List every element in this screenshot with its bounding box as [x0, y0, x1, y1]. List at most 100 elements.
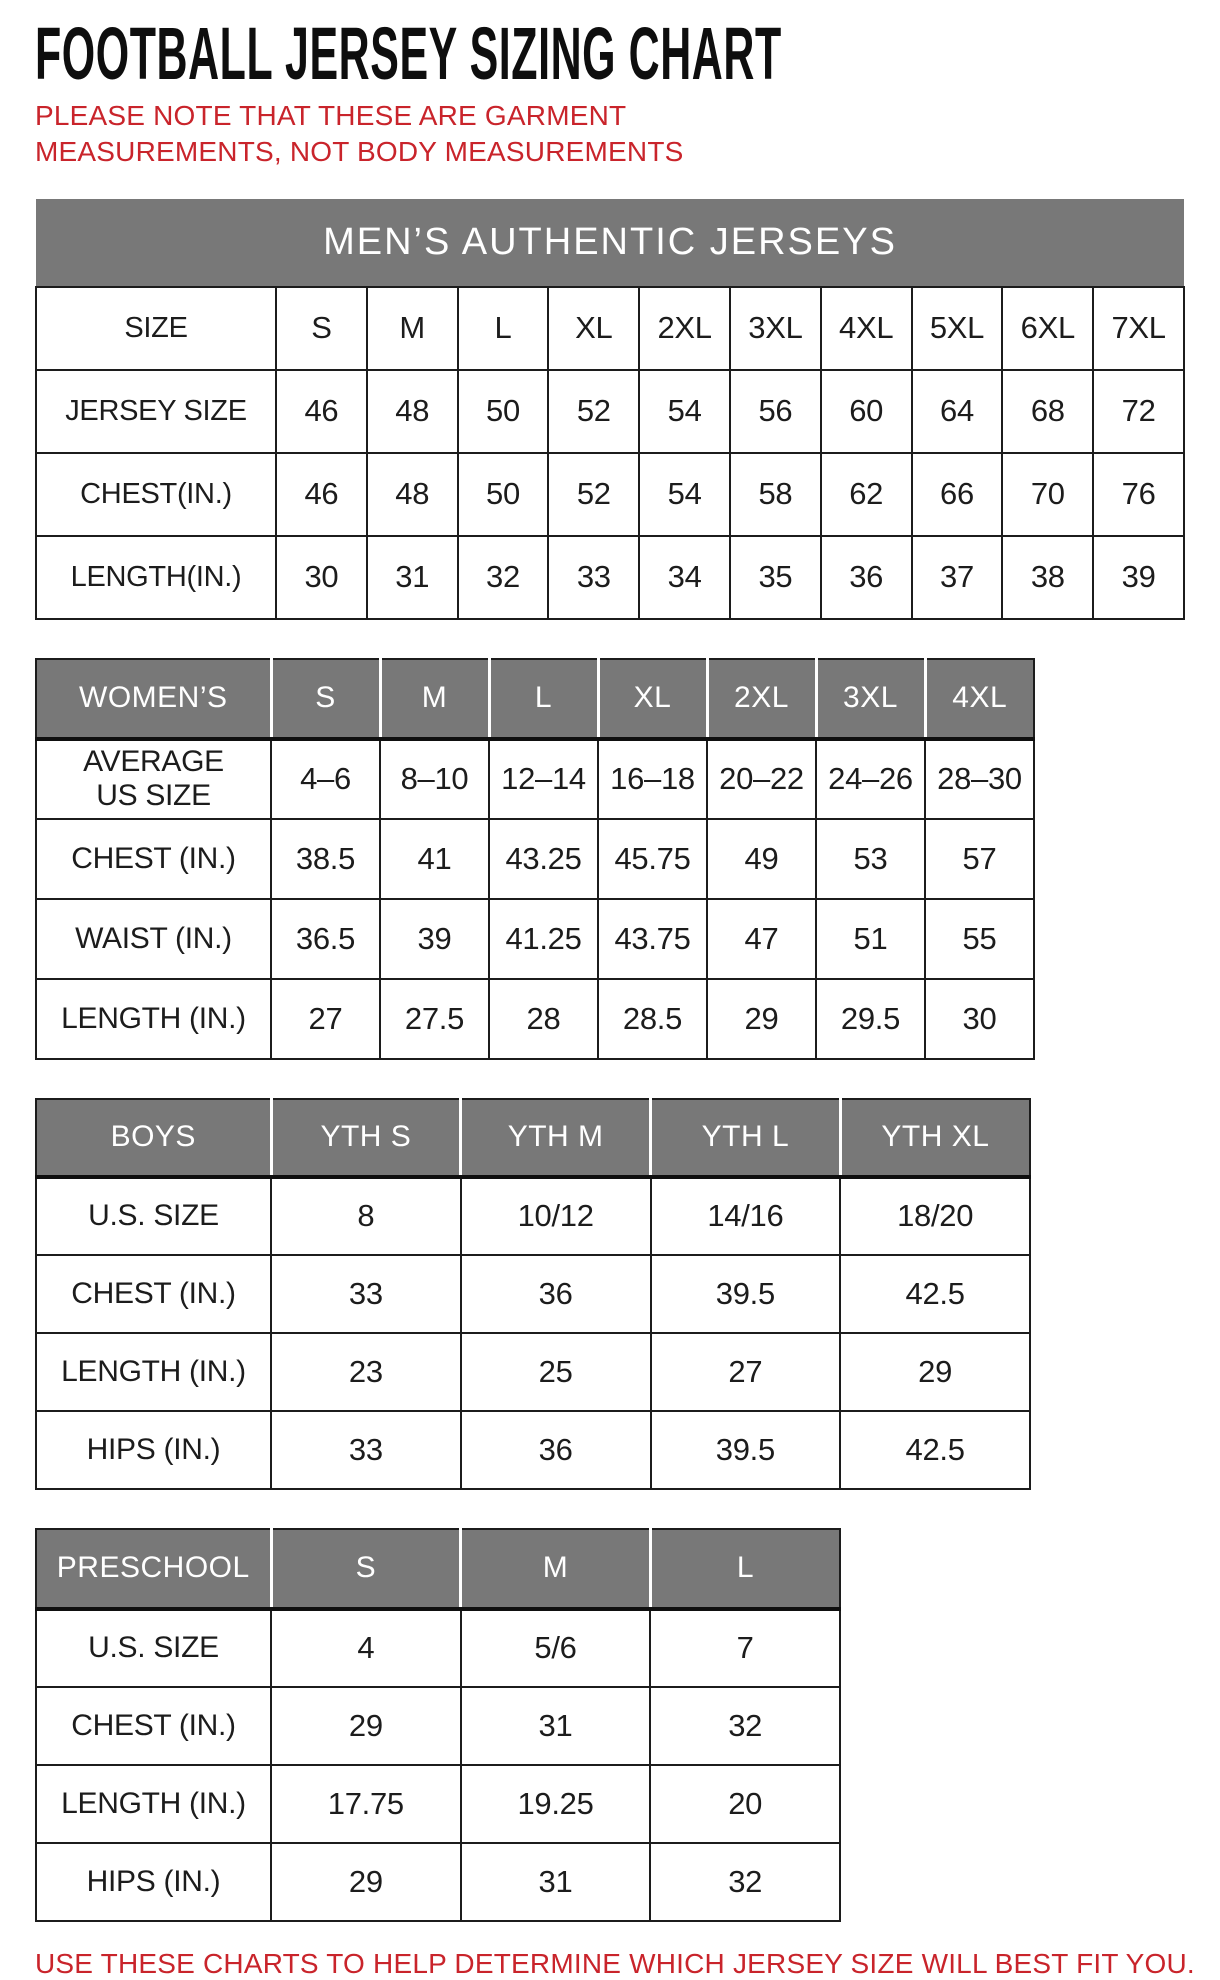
- data-cell: S: [275, 285, 368, 371]
- row-label: LENGTH (IN.): [35, 977, 272, 1060]
- footer-note: USE THESE CHARTS TO HELP DETERMINE WHICH…: [35, 1947, 1195, 1979]
- data-cell: 76: [1092, 451, 1185, 537]
- data-cell: 16–18: [597, 737, 708, 820]
- row-label: SIZE: [35, 285, 277, 371]
- data-cell: 31: [459, 1841, 652, 1922]
- data-cell: 50: [456, 451, 550, 537]
- data-cell: 28: [488, 977, 599, 1060]
- womens-row: WAIST (IN.) 36.5 39 41.25 43.75 47 51 55: [35, 897, 1035, 980]
- row-label: WAIST (IN.): [35, 897, 272, 980]
- data-cell: 70: [1001, 451, 1095, 537]
- data-cell: 5XL: [910, 285, 1004, 371]
- data-cell: 36: [819, 534, 913, 620]
- row-label: CHEST (IN.): [35, 1253, 272, 1334]
- preschool-row: CHEST (IN.) 29 31 32: [35, 1685, 841, 1766]
- data-cell: 29: [270, 1685, 462, 1766]
- womens-table-title: WOMEN’S: [35, 657, 273, 741]
- data-cell: 48: [365, 368, 459, 454]
- data-cell: 24–26: [815, 737, 926, 820]
- data-cell: 27: [649, 1331, 842, 1412]
- data-cell: 50: [456, 368, 550, 454]
- data-cell: 3XL: [728, 285, 822, 371]
- data-cell: 68: [1001, 368, 1095, 454]
- row-label: CHEST (IN.): [35, 817, 272, 900]
- row-label: AVERAGE US SIZE: [35, 737, 272, 820]
- data-cell: 25: [459, 1331, 652, 1412]
- data-cell: 41: [379, 817, 490, 900]
- mens-row: LENGTH(IN.) 30 31 32 33 34 35 36 37 38 39: [35, 534, 1185, 620]
- garment-measurement-note: PLEASE NOTE THAT THESE ARE GARMENT MEASU…: [35, 100, 684, 168]
- boys-column-header: YTH S: [269, 1097, 463, 1179]
- data-cell: 39: [379, 897, 490, 980]
- womens-sizing-table: WOMEN’S S M L XL 2XL 3XL 4XL AVERAGE US SIZE 4–6 8…: [35, 657, 1035, 1060]
- data-cell: 29.5: [815, 977, 926, 1060]
- data-cell: 18/20: [839, 1175, 1031, 1256]
- data-cell: 10/12: [459, 1175, 652, 1256]
- row-label: CHEST(IN.): [35, 451, 277, 537]
- womens-column-header: XL: [596, 657, 709, 741]
- data-cell: 19.25: [459, 1763, 652, 1844]
- row-label: LENGTH(IN.): [35, 534, 277, 620]
- boys-row: HIPS (IN.) 33 36 39.5 42.5: [35, 1409, 1031, 1490]
- data-cell: 49: [706, 817, 817, 900]
- data-cell: 38: [1001, 534, 1095, 620]
- preschool-sizing-table: PRESCHOOL S M L U.S. SIZE 4 5/6 7 CHEST (IN.) 29 3…: [35, 1527, 841, 1922]
- data-cell: 42.5: [839, 1409, 1031, 1490]
- data-cell: 32: [649, 1685, 841, 1766]
- data-cell: 5/6: [459, 1607, 652, 1688]
- preschool-column-header: S: [269, 1527, 463, 1611]
- data-cell: 66: [910, 451, 1004, 537]
- data-cell: 43.25: [488, 817, 599, 900]
- data-cell: 39.5: [649, 1253, 842, 1334]
- womens-column-header: 3XL: [814, 657, 927, 741]
- data-cell: 45.75: [597, 817, 708, 900]
- row-label: U.S. SIZE: [35, 1607, 272, 1688]
- womens-row: CHEST (IN.) 38.5 41 43.25 45.75 49 53 57: [35, 817, 1035, 900]
- row-label: JERSEY SIZE: [35, 368, 277, 454]
- data-cell: 57: [924, 817, 1035, 900]
- womens-column-header: S: [269, 657, 382, 741]
- preschool-row: LENGTH (IN.) 17.75 19.25 20: [35, 1763, 841, 1844]
- boys-row: LENGTH (IN.) 23 25 27 29: [35, 1331, 1031, 1412]
- womens-column-header: L: [487, 657, 600, 741]
- data-cell: 2XL: [638, 285, 731, 371]
- womens-column-header: 2XL: [705, 657, 818, 741]
- data-cell: 31: [459, 1685, 652, 1766]
- data-cell: 6XL: [1001, 285, 1095, 371]
- mens-authentic-jerseys-table: MEN’S AUTHENTIC JERSEYS SIZE S M L XL 2XL 3XL 4X…: [35, 198, 1185, 620]
- data-cell: L: [456, 285, 550, 371]
- data-cell: 58: [728, 451, 822, 537]
- preschool-row: U.S. SIZE 4 5/6 7: [35, 1607, 841, 1688]
- data-cell: 46: [275, 368, 368, 454]
- data-cell: 39.5: [649, 1409, 842, 1490]
- row-label: CHEST (IN.): [35, 1685, 272, 1766]
- data-cell: 53: [815, 817, 926, 900]
- data-cell: 43.75: [597, 897, 708, 980]
- data-cell: 42.5: [839, 1253, 1031, 1334]
- boys-table-title: BOYS: [35, 1097, 273, 1179]
- data-cell: 4–6: [270, 737, 381, 820]
- boys-sizing-table: BOYS YTH S YTH M YTH L YTH XL U.S. SIZE 8 10/12…: [35, 1097, 1031, 1490]
- mens-row: JERSEY SIZE 46 48 50 52 54 56 60 64 68 72: [35, 368, 1185, 454]
- data-cell: 30: [924, 977, 1035, 1060]
- data-cell: 35: [728, 534, 822, 620]
- data-cell: 4: [270, 1607, 462, 1688]
- womens-column-header: M: [378, 657, 491, 741]
- data-cell: 36: [459, 1253, 652, 1334]
- data-cell: 38.5: [270, 817, 381, 900]
- data-cell: 60: [819, 368, 913, 454]
- boys-column-header: YTH L: [649, 1097, 842, 1179]
- data-cell: XL: [547, 285, 641, 371]
- data-cell: 72: [1092, 368, 1185, 454]
- data-cell: 32: [649, 1841, 841, 1922]
- data-cell: 8: [270, 1175, 462, 1256]
- data-cell: 37: [910, 534, 1004, 620]
- data-cell: 23: [270, 1331, 462, 1412]
- data-cell: 29: [270, 1841, 462, 1922]
- data-cell: 54: [638, 451, 731, 537]
- data-cell: 48: [365, 451, 459, 537]
- data-cell: 52: [547, 368, 641, 454]
- data-cell: 30: [275, 534, 368, 620]
- data-cell: 46: [275, 451, 368, 537]
- row-label: HIPS (IN.): [35, 1841, 272, 1922]
